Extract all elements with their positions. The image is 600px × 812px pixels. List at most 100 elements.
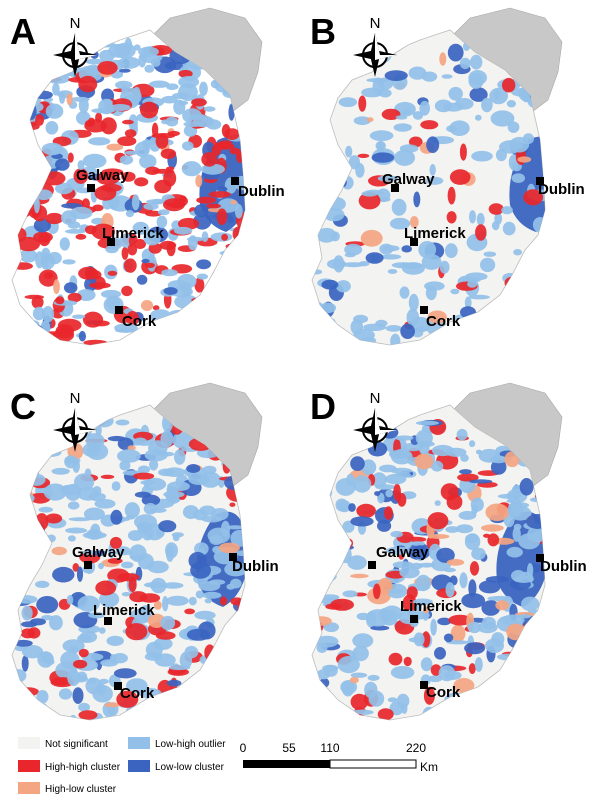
city-marker-dublin xyxy=(229,553,237,561)
compass-north-label: N xyxy=(370,15,381,32)
cluster-patch xyxy=(540,712,545,720)
cluster-patch xyxy=(443,102,464,112)
compass-north-label: N xyxy=(70,390,81,407)
city-marker-cork xyxy=(420,681,428,689)
cluster-patch xyxy=(394,435,414,441)
cluster-patch xyxy=(156,341,170,345)
cluster-patch xyxy=(151,133,176,139)
cluster-patch xyxy=(188,711,196,720)
panel-letter-d: D xyxy=(310,386,336,427)
cluster-patch xyxy=(467,280,478,288)
cluster-patch xyxy=(115,419,130,426)
scale-unit-label: Km xyxy=(420,760,438,774)
cluster-patch xyxy=(227,339,235,345)
cluster-patch xyxy=(236,333,245,345)
cluster-patch xyxy=(207,527,231,544)
cluster-patch xyxy=(394,149,415,166)
cluster-patch xyxy=(349,676,359,684)
legend-swatch xyxy=(128,737,150,749)
cluster-patch xyxy=(384,506,393,520)
cluster-patch xyxy=(341,420,354,428)
cluster-patch xyxy=(234,204,243,219)
cluster-patch xyxy=(121,285,133,297)
cluster-patch xyxy=(82,153,107,169)
cluster-patch xyxy=(121,592,131,597)
cluster-patch xyxy=(419,100,430,116)
cluster-patch xyxy=(21,176,33,192)
cluster-patch xyxy=(194,204,209,218)
cluster-patch xyxy=(188,691,213,703)
cluster-patch xyxy=(469,210,476,224)
cluster-patch xyxy=(173,226,193,235)
cluster-patch xyxy=(109,536,123,549)
cluster-patch xyxy=(156,215,168,229)
cluster-patch xyxy=(134,238,147,250)
legend-swatch xyxy=(18,737,40,749)
cluster-patch xyxy=(40,74,49,87)
legend-label: Low-high outlier xyxy=(155,739,226,750)
cluster-patch xyxy=(178,100,189,106)
city-marker-galway xyxy=(87,184,95,192)
city-marker-galway xyxy=(391,184,399,192)
cluster-patch xyxy=(420,120,439,130)
cluster-patch xyxy=(32,306,46,321)
city-label-dublin: Dublin xyxy=(238,183,285,200)
cluster-patch xyxy=(200,163,225,175)
cluster-patch xyxy=(395,115,408,120)
cluster-patch xyxy=(399,566,420,579)
cluster-patch xyxy=(66,93,73,106)
cluster-patch xyxy=(143,503,158,515)
scale-tick-label: 55 xyxy=(282,741,296,755)
cluster-patch xyxy=(174,449,186,465)
cluster-patch xyxy=(45,513,63,524)
cluster-patch xyxy=(201,231,209,243)
cluster-patch xyxy=(348,155,360,170)
cluster-patch xyxy=(107,270,118,276)
city-label-galway: Galway xyxy=(76,167,129,184)
cluster-patch xyxy=(475,114,482,121)
cluster-patch xyxy=(15,693,34,698)
cluster-patch xyxy=(234,655,245,672)
cluster-patch xyxy=(412,598,433,606)
cluster-patch xyxy=(438,665,456,682)
cluster-patch xyxy=(116,690,139,708)
cluster-patch xyxy=(385,325,402,332)
cluster-patch xyxy=(206,653,225,670)
cluster-patch xyxy=(167,708,187,718)
cluster-patch xyxy=(72,314,86,319)
map-panel-c: N C Galway Dublin Limerick Cork xyxy=(10,382,279,721)
cluster-patch xyxy=(350,456,365,471)
cluster-patch xyxy=(502,221,516,236)
cluster-patch xyxy=(512,526,521,542)
cluster-patch xyxy=(344,243,363,256)
cluster-patch xyxy=(16,531,34,549)
cluster-patch xyxy=(399,286,410,299)
cluster-patch xyxy=(211,276,227,284)
cluster-patch xyxy=(502,77,516,93)
cluster-patch xyxy=(75,233,87,240)
cluster-patch xyxy=(458,510,477,520)
cluster-patch xyxy=(196,698,207,705)
cluster-patch xyxy=(369,130,394,142)
cluster-patch xyxy=(366,117,374,122)
cluster-patch xyxy=(231,277,245,293)
map-panel-d: N D Galway Dublin Limerick Cork xyxy=(310,382,587,721)
cluster-patch xyxy=(17,319,34,332)
cluster-patch xyxy=(143,582,166,588)
cluster-patch xyxy=(389,217,411,230)
cluster-patch xyxy=(73,659,88,669)
cluster-patch xyxy=(377,175,399,182)
cluster-patch xyxy=(82,311,104,328)
cluster-patch xyxy=(422,606,430,614)
cluster-patch xyxy=(172,318,183,324)
cluster-patch xyxy=(166,315,180,333)
cluster-patch xyxy=(448,614,472,626)
cluster-patch xyxy=(168,665,191,671)
cluster-patch xyxy=(166,485,174,493)
cluster-patch xyxy=(217,186,228,192)
cluster-patch xyxy=(88,612,105,619)
cluster-patch xyxy=(224,562,245,577)
cluster-patch xyxy=(367,674,380,681)
cluster-patch xyxy=(122,119,134,125)
cluster-patch xyxy=(95,580,117,596)
